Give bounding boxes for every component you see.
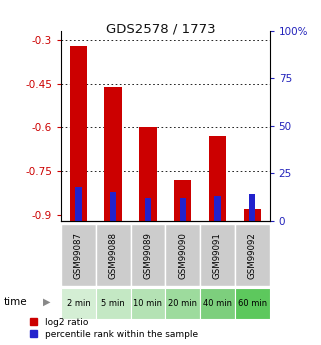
Bar xyxy=(165,288,200,319)
Bar xyxy=(214,196,221,221)
Text: 10 min: 10 min xyxy=(134,299,162,308)
Bar xyxy=(96,288,131,319)
Text: 20 min: 20 min xyxy=(168,299,197,308)
Bar xyxy=(249,194,256,221)
Text: ▶: ▶ xyxy=(43,297,50,307)
Bar xyxy=(104,87,122,221)
Text: GSM99089: GSM99089 xyxy=(143,232,152,279)
Text: GSM99088: GSM99088 xyxy=(108,232,118,279)
Bar xyxy=(179,198,186,221)
Bar xyxy=(61,224,96,286)
Text: 40 min: 40 min xyxy=(203,299,232,308)
Text: 60 min: 60 min xyxy=(238,299,267,308)
Bar xyxy=(110,193,116,221)
Bar xyxy=(131,224,165,286)
Bar xyxy=(70,46,87,221)
Text: 2 min: 2 min xyxy=(66,299,90,308)
Bar xyxy=(235,224,270,286)
Bar xyxy=(145,198,151,221)
Bar xyxy=(131,288,165,319)
Bar xyxy=(75,187,82,221)
Legend: log2 ratio, percentile rank within the sample: log2 ratio, percentile rank within the s… xyxy=(30,318,198,339)
Text: 5 min: 5 min xyxy=(101,299,125,308)
Text: GSM99091: GSM99091 xyxy=(213,232,222,279)
Bar xyxy=(200,288,235,319)
Bar xyxy=(139,127,157,221)
Text: GSM99090: GSM99090 xyxy=(178,232,187,279)
Text: GDS2578 / 1773: GDS2578 / 1773 xyxy=(106,22,215,36)
Bar xyxy=(174,180,191,221)
Bar xyxy=(165,224,200,286)
Bar xyxy=(61,288,96,319)
Bar xyxy=(200,224,235,286)
Bar xyxy=(235,288,270,319)
Bar xyxy=(96,224,131,286)
Text: time: time xyxy=(3,297,27,307)
Text: GSM99087: GSM99087 xyxy=(74,232,83,279)
Text: GSM99092: GSM99092 xyxy=(248,232,257,279)
Bar xyxy=(209,136,226,221)
Bar xyxy=(244,209,261,221)
